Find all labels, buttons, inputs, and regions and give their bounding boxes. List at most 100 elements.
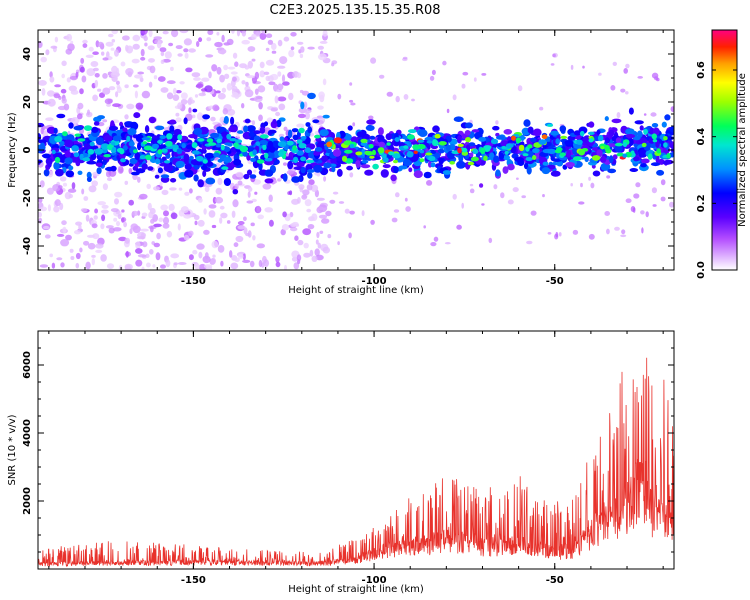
ridge-blob	[154, 174, 160, 179]
noise-blob	[282, 211, 287, 218]
ridge-peak-blob	[195, 155, 204, 162]
noise-blob	[75, 71, 79, 78]
noise-blob	[149, 225, 154, 233]
noise-blob	[49, 253, 53, 258]
ridge-blob	[64, 157, 73, 165]
ridge-blob	[141, 163, 148, 170]
noise-blob	[196, 41, 200, 47]
ridge-blob	[193, 127, 203, 136]
noise-blob	[299, 53, 304, 59]
noise-blob	[150, 218, 155, 224]
ridge-peak-blob	[576, 139, 583, 145]
noise-blob	[197, 112, 204, 121]
noise-blob	[136, 236, 146, 240]
ridge-blob	[204, 152, 215, 159]
noise-blob	[101, 214, 106, 222]
noise-blob	[183, 214, 192, 219]
ridge-peak-blob	[656, 148, 661, 154]
noise-blob	[60, 262, 65, 268]
noise-blob	[404, 197, 408, 202]
noise-blob	[40, 56, 47, 63]
noise-blob	[263, 259, 270, 267]
ridge-peak-blob	[220, 144, 225, 151]
noise-blob	[224, 73, 230, 80]
ridge-blob	[599, 156, 607, 163]
noise-blob	[521, 195, 526, 199]
ridge-blob	[547, 148, 556, 154]
ridge-peak-blob	[59, 140, 65, 146]
ridge-peak-blob	[314, 134, 321, 139]
noise-blob	[92, 67, 99, 72]
ridge-blob	[432, 125, 440, 133]
noise-blob	[193, 214, 200, 220]
noise-blob	[625, 91, 629, 95]
ridge-blob	[149, 138, 159, 143]
noise-blob	[124, 263, 133, 270]
noise-blob	[61, 220, 67, 226]
ridge-peak-blob	[532, 148, 540, 154]
noise-blob	[590, 182, 595, 189]
noise-blob	[245, 81, 249, 87]
ridge-blob	[636, 130, 643, 138]
noise-blob	[530, 210, 537, 216]
noise-blob	[232, 76, 237, 82]
noise-blob	[578, 201, 585, 205]
noise-blob	[210, 116, 216, 122]
ridge-peak-blob	[112, 135, 121, 142]
ridge-peak-blob	[293, 156, 299, 164]
noise-blob	[177, 53, 183, 57]
ridge-peak-blob	[449, 161, 456, 165]
noise-blob	[198, 92, 206, 97]
ridge-peak-blob	[298, 127, 305, 134]
ridge-peak-blob	[224, 142, 232, 146]
ridge-blob	[307, 169, 315, 173]
noise-blob	[160, 87, 169, 93]
noise-blob	[656, 77, 660, 82]
noise-blob	[234, 92, 240, 100]
noise-blob	[242, 259, 251, 263]
noise-blob	[660, 179, 666, 186]
noise-blob	[61, 73, 65, 79]
noise-blob	[147, 202, 152, 211]
noise-blob	[337, 93, 342, 100]
noise-blob	[62, 226, 67, 234]
noise-blob	[49, 71, 53, 78]
noise-blob	[219, 217, 223, 224]
ridge-peak-blob	[511, 135, 516, 141]
ridge-peak-blob	[413, 150, 418, 154]
noise-blob	[165, 259, 171, 268]
noise-blob	[105, 41, 114, 47]
ridge-blob	[91, 153, 97, 161]
noise-blob	[153, 223, 162, 228]
ridge-blob	[527, 126, 534, 134]
ridge-peak-blob	[111, 141, 116, 146]
ridge-blob	[607, 143, 617, 148]
noise-blob	[322, 78, 327, 86]
noise-blob	[226, 220, 231, 224]
ridge-peak-blob	[157, 149, 163, 155]
ridge-blob	[272, 118, 277, 125]
colorbar-gradient	[712, 30, 737, 270]
noise-blob	[177, 262, 187, 265]
noise-blob	[39, 180, 45, 188]
noise-blob	[60, 239, 70, 247]
ridge-blob	[305, 122, 311, 127]
noise-blob	[316, 172, 321, 177]
noise-blob	[180, 92, 188, 100]
noise-blob	[233, 242, 239, 248]
ridge-peak-blob	[600, 146, 605, 150]
ridge-blob	[332, 149, 342, 157]
noise-blob	[177, 102, 183, 110]
ridge-blob	[596, 149, 603, 158]
ridge-blob	[533, 128, 542, 137]
noise-blob	[208, 210, 216, 218]
noise-blob	[517, 85, 523, 92]
ridge-peak-blob	[305, 159, 315, 164]
ridge-blob	[313, 151, 321, 156]
noise-blob	[281, 224, 290, 231]
noise-blob	[194, 220, 198, 226]
noise-blob	[254, 71, 260, 80]
noise-blob	[210, 257, 216, 265]
noise-blob	[253, 95, 263, 103]
noise-blob	[124, 237, 130, 244]
